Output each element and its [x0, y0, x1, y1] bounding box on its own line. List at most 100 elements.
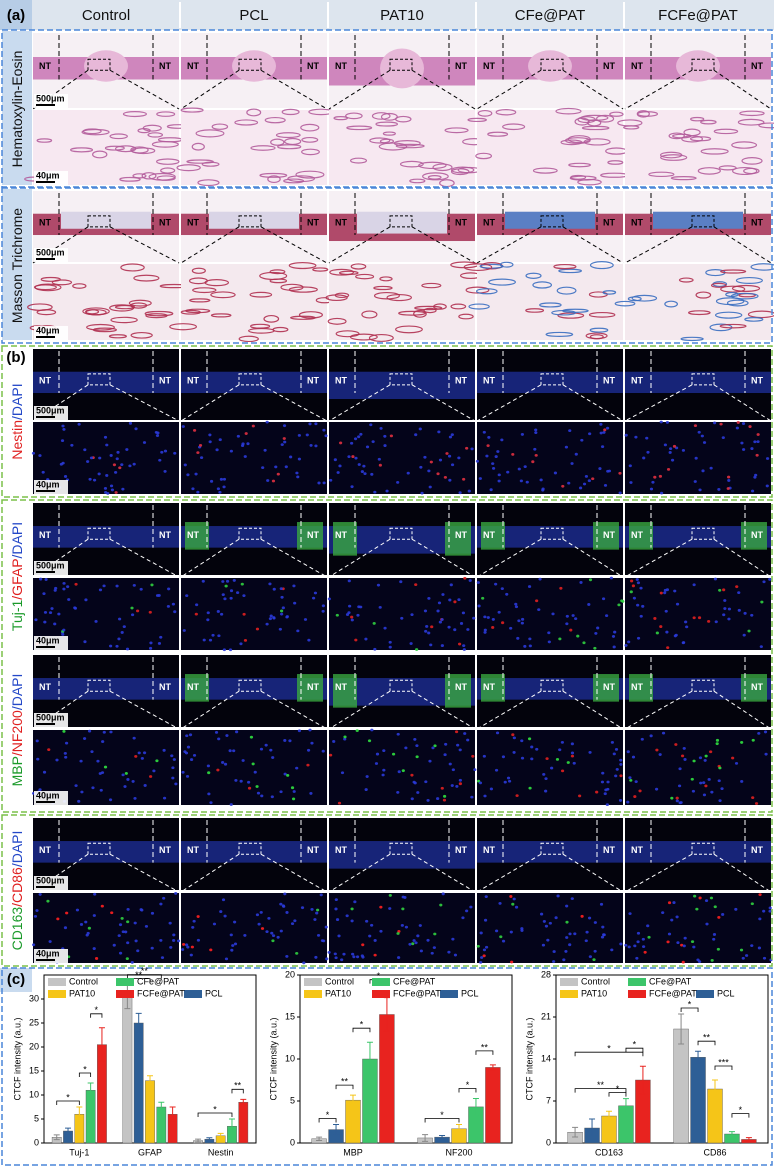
- cell: [62, 729, 66, 733]
- cell: [282, 905, 286, 908]
- cell: [316, 933, 321, 937]
- cell: [114, 491, 118, 494]
- cell: [378, 605, 382, 609]
- cell: [441, 892, 445, 896]
- cell: [171, 776, 175, 780]
- cell: [455, 785, 459, 788]
- cell: [427, 596, 431, 600]
- tissue: [209, 211, 299, 229]
- cell: [473, 768, 477, 771]
- cell: [750, 613, 754, 617]
- cell: [629, 778, 633, 782]
- nt-label: NT: [159, 530, 171, 540]
- significance-label: *: [66, 1092, 70, 1102]
- nt-label: NT: [483, 845, 495, 855]
- tissue: [477, 371, 623, 394]
- cell: [123, 785, 127, 788]
- cell: [735, 585, 739, 589]
- cell: [264, 116, 286, 124]
- cell: [42, 770, 47, 774]
- cell: [436, 797, 440, 800]
- cell: [587, 479, 591, 483]
- cell: [152, 769, 156, 773]
- cell: [611, 635, 616, 638]
- cell: [602, 431, 606, 434]
- cell: [593, 921, 597, 924]
- cell: [83, 640, 87, 644]
- cell: [347, 455, 351, 458]
- cell: [489, 488, 493, 492]
- cell: [743, 611, 747, 615]
- cell: [414, 433, 418, 437]
- cell: [350, 263, 367, 270]
- cell: [502, 123, 526, 131]
- cell: [90, 750, 94, 754]
- legend-label: CFe@PAT: [649, 976, 692, 986]
- cell: [211, 123, 229, 130]
- cell: [702, 781, 706, 785]
- cell: [619, 942, 623, 946]
- zoom-guide: [180, 69, 240, 110]
- cell: [217, 737, 221, 741]
- cell: [218, 490, 222, 494]
- cell: [150, 946, 154, 950]
- cell: [739, 110, 765, 117]
- zoom-box: [87, 373, 111, 386]
- stain-label: Hematoxylin-Eosin: [9, 51, 25, 168]
- cell: [600, 935, 605, 939]
- cell: [565, 920, 569, 924]
- cell: [73, 606, 78, 610]
- cell: [607, 160, 624, 165]
- cell: [751, 738, 755, 742]
- cell: [642, 456, 646, 460]
- zoom-image: [181, 422, 327, 494]
- cell: [109, 484, 114, 488]
- cell: [186, 945, 190, 949]
- cell: [189, 298, 211, 303]
- cell: [207, 792, 211, 796]
- cell: [42, 592, 46, 595]
- cell: [674, 743, 678, 746]
- cell: [373, 647, 377, 651]
- cell: [598, 467, 602, 470]
- cell: [159, 635, 163, 639]
- cell: [710, 790, 714, 794]
- panel-label: (c): [7, 971, 25, 988]
- legend-label: PCL: [461, 988, 479, 998]
- cell: [89, 456, 94, 460]
- cell: [619, 763, 623, 766]
- cell: [133, 797, 137, 800]
- cell: [596, 114, 615, 123]
- cell: [134, 939, 138, 943]
- cell: [222, 485, 226, 489]
- cell: [185, 734, 189, 738]
- cell: [670, 175, 697, 181]
- cell: [117, 637, 121, 641]
- cell: [216, 487, 220, 491]
- cell: [517, 467, 521, 471]
- cell: [173, 610, 177, 614]
- cell: [265, 930, 269, 934]
- zoom-box: [389, 215, 413, 228]
- cell: [194, 472, 198, 476]
- cell: [39, 577, 43, 581]
- cell: [675, 602, 680, 606]
- cell: [333, 458, 337, 462]
- cell: [731, 284, 761, 292]
- zoom-box: [691, 58, 715, 71]
- cell: [494, 455, 498, 458]
- cell: [156, 158, 180, 165]
- cell: [298, 311, 323, 319]
- cell: [181, 948, 185, 951]
- cell: [621, 600, 625, 603]
- cell: [462, 477, 466, 481]
- nt-label: NT: [631, 61, 643, 71]
- cell: [624, 433, 628, 437]
- cell: [587, 119, 602, 127]
- cell: [756, 433, 760, 436]
- cell: [265, 622, 269, 626]
- cell: [283, 772, 287, 776]
- cell: [325, 957, 329, 961]
- cell: [312, 267, 329, 272]
- cell: [150, 911, 155, 915]
